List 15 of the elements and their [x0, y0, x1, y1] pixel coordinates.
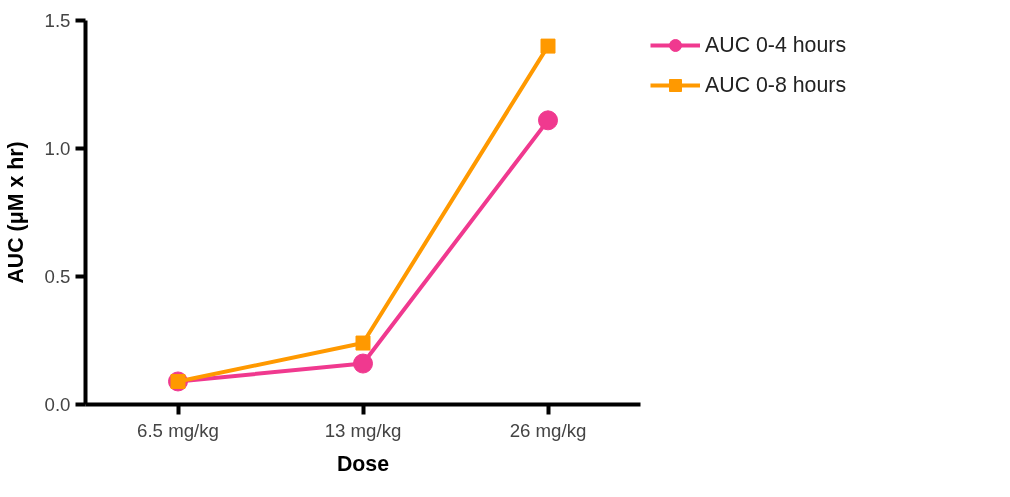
y-tick-label: 1.5 [44, 10, 71, 31]
x-tick-label: 6.5 mg/kg [137, 419, 219, 441]
x-tick-label: 26 mg/kg [509, 419, 587, 441]
x-axis-title: Dose [336, 451, 390, 476]
y-axis-title: AUC (μM x hr) [3, 141, 28, 284]
legend-label: AUC 0-4 hours [705, 32, 847, 58]
legend-label: AUC 0-8 hours [705, 72, 847, 98]
y-tick-label: 0.5 [44, 266, 71, 287]
y-tick-label: 1.0 [44, 138, 71, 159]
point [355, 335, 371, 351]
point [540, 38, 556, 54]
point [538, 110, 558, 131]
x-tick-label: 13 mg/kg [324, 419, 402, 441]
point [353, 353, 373, 374]
y-tick-label: 0.0 [44, 394, 71, 415]
